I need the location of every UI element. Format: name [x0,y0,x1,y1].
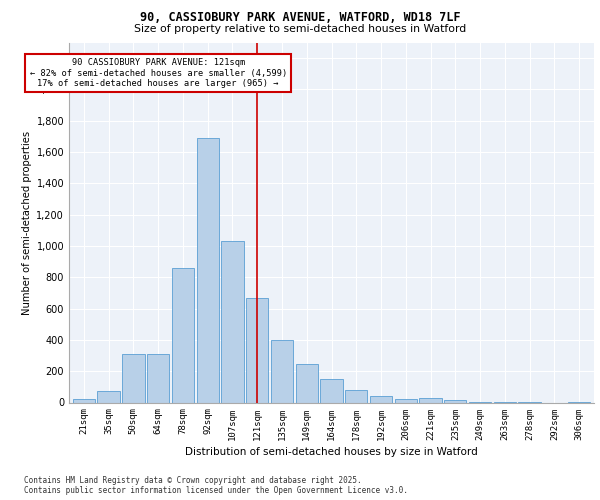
Bar [345,390,367,402]
Bar [246,298,268,403]
Bar [296,364,318,403]
Text: 90, CASSIOBURY PARK AVENUE, WATFORD, WD18 7LF: 90, CASSIOBURY PARK AVENUE, WATFORD, WD1… [140,11,460,24]
Text: 90 CASSIOBURY PARK AVENUE: 121sqm
← 82% of semi-detached houses are smaller (4,5: 90 CASSIOBURY PARK AVENUE: 121sqm ← 82% … [29,58,287,88]
Bar [370,396,392,402]
Bar [97,391,120,402]
Bar [271,340,293,402]
Bar [122,354,145,403]
Text: Size of property relative to semi-detached houses in Watford: Size of property relative to semi-detach… [134,24,466,34]
Bar [395,398,417,402]
Bar [172,268,194,402]
Bar [73,400,95,402]
X-axis label: Distribution of semi-detached houses by size in Watford: Distribution of semi-detached houses by … [185,446,478,456]
Bar [419,398,442,402]
Bar [147,354,169,403]
Bar [221,240,244,402]
Bar [197,138,219,402]
Y-axis label: Number of semi-detached properties: Number of semi-detached properties [22,130,32,314]
Text: Contains HM Land Registry data © Crown copyright and database right 2025.
Contai: Contains HM Land Registry data © Crown c… [24,476,408,495]
Bar [444,400,466,402]
Bar [320,379,343,402]
